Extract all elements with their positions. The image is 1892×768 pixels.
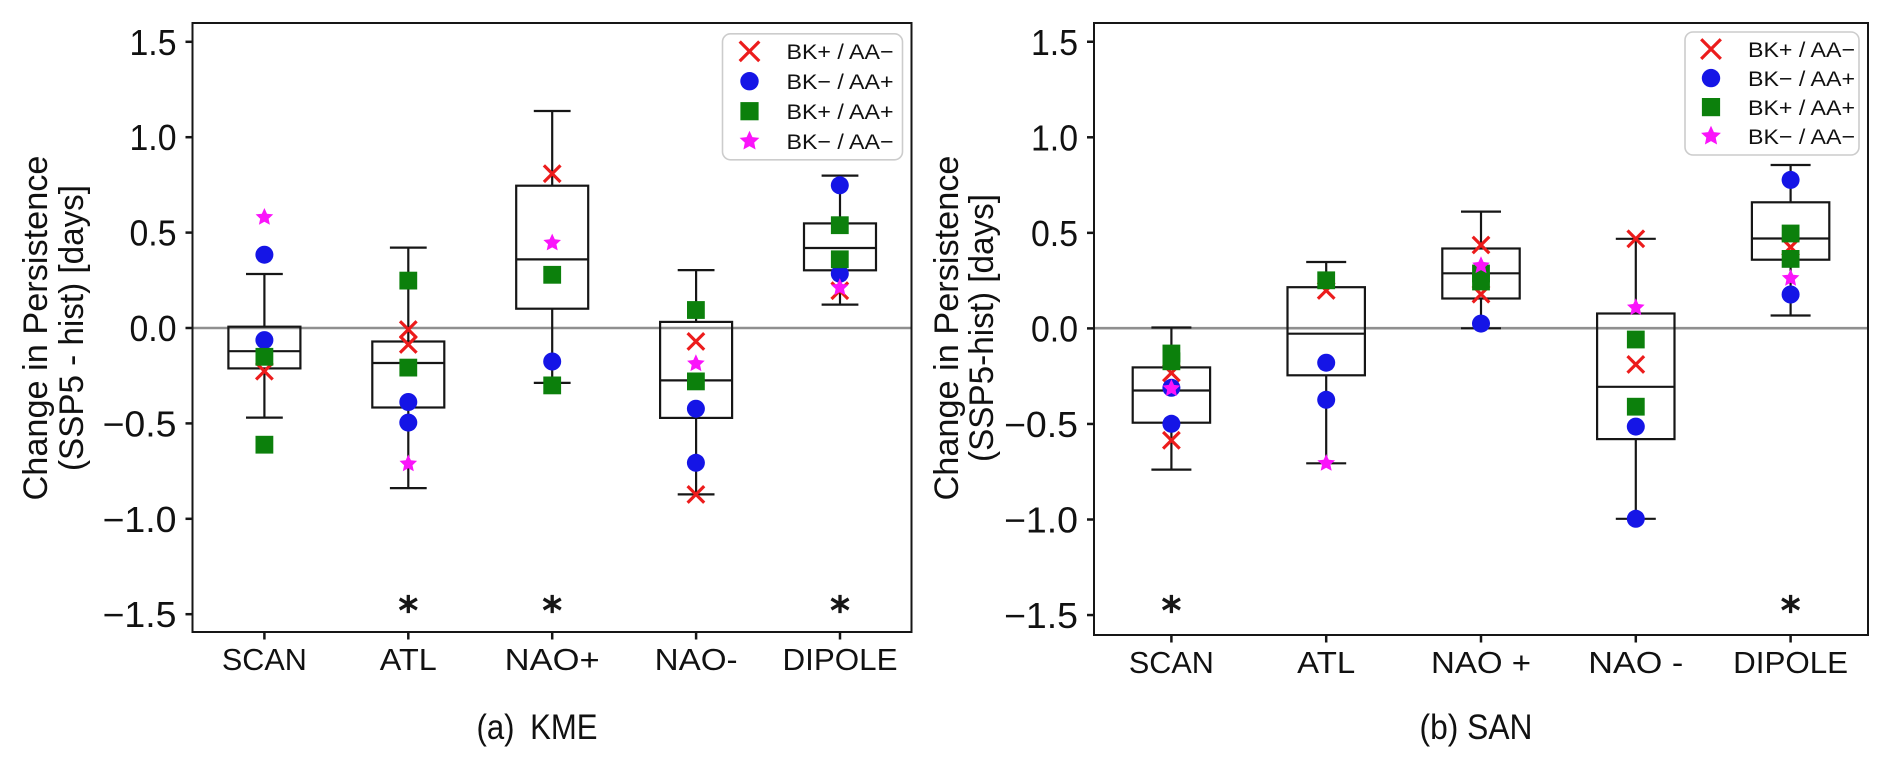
svg-text:SCAN: SCAN [1129,645,1214,680]
svg-text:ATL: ATL [1297,645,1355,680]
svg-text:BK− / AA+: BK− / AA+ [787,70,894,94]
svg-text:(SSP5-hist) [days]: (SSP5-hist) [days] [963,194,1001,462]
svg-text:0.0: 0.0 [130,308,177,349]
svg-text:Change in Persistence: Change in Persistence [17,156,55,501]
svg-text:BK+ / AA+: BK+ / AA+ [1748,96,1855,120]
svg-text:DIPOLE: DIPOLE [1733,645,1848,680]
svg-text:−1.0: −1.0 [1004,500,1078,541]
svg-text:1.5: 1.5 [1031,22,1078,63]
svg-text:1.0: 1.0 [1031,117,1078,158]
svg-text:BK+ / AA−: BK+ / AA− [1748,38,1855,62]
svg-text:BK− / AA+: BK− / AA+ [1748,67,1855,91]
svg-text:−1.5: −1.5 [103,594,177,635]
svg-text:BK− / AA−: BK− / AA− [1748,125,1855,149]
svg-text:(b) SAN: (b) SAN [1420,708,1533,747]
svg-text:−1.0: −1.0 [103,499,177,540]
svg-text:NAO -: NAO - [1588,645,1683,680]
svg-text:Change in Persistence: Change in Persistence [928,156,966,501]
svg-text:−1.5: −1.5 [1004,595,1078,636]
svg-text:0.5: 0.5 [1031,213,1078,254]
svg-text:DIPOLE: DIPOLE [783,642,898,677]
svg-text:ATL: ATL [380,642,437,677]
svg-text:(SSP5 - hist) [days]: (SSP5 - hist) [days] [53,185,91,471]
svg-text:1.5: 1.5 [130,22,177,63]
svg-text:−0.5: −0.5 [103,403,177,444]
svg-text:NAO+: NAO+ [505,642,600,677]
svg-text:BK− / AA−: BK− / AA− [787,130,894,154]
svg-text:(a) KME: (a) KME [477,708,598,747]
svg-text:1.0: 1.0 [130,117,177,158]
svg-text:0.0: 0.0 [1031,308,1078,349]
svg-text:NAO +: NAO + [1431,645,1531,680]
svg-text:−0.5: −0.5 [1004,404,1078,445]
svg-text:NAO-: NAO- [655,642,738,677]
svg-text:SCAN: SCAN [222,642,307,677]
svg-text:BK+ / AA+: BK+ / AA+ [787,100,894,124]
svg-text:BK+ / AA−: BK+ / AA− [787,40,894,64]
svg-text:0.5: 0.5 [130,213,177,254]
